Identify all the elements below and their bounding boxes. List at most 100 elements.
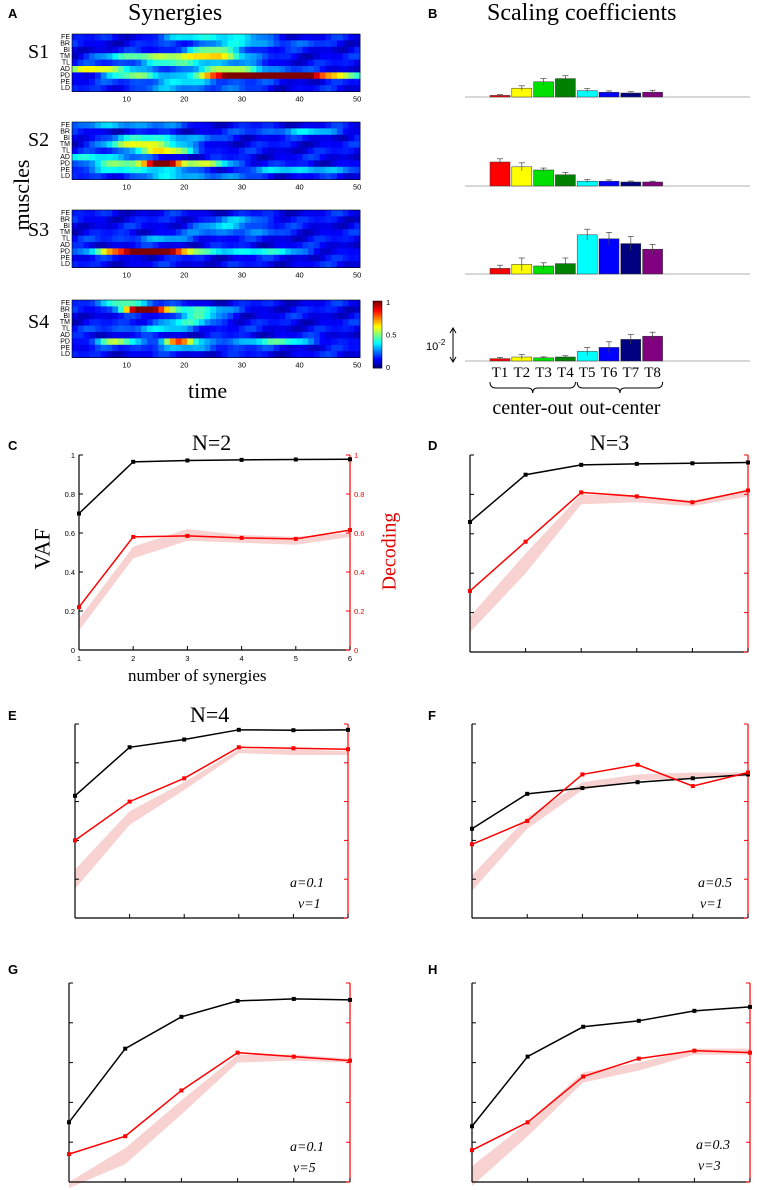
heatmap-cell: [342, 173, 349, 180]
heatmap-cell: [158, 78, 165, 86]
heatmap-cell: [221, 72, 228, 80]
heatmap-cell: [100, 216, 107, 224]
heatmap-cell: [216, 173, 223, 180]
heatmap-cell: [89, 222, 96, 230]
heatmap-cell: [313, 160, 321, 168]
heatmap-cell: [204, 325, 211, 333]
heatmap-cell: [296, 66, 303, 73]
heatmap-cell: [239, 332, 246, 339]
heatmap-cell: [233, 66, 240, 73]
heatmap-cell: [233, 78, 240, 86]
heatmap-cell: [89, 40, 96, 48]
heatmap-cell: [262, 34, 269, 41]
heatmap-cell: [83, 147, 90, 155]
heatmap-cell: [123, 338, 130, 346]
heatmap-cell: [279, 210, 286, 217]
heatmap-cell: [302, 122, 309, 129]
heatmap-cell: [290, 332, 298, 339]
vaf-point: [179, 1014, 184, 1019]
heatmap-cell: [192, 147, 200, 155]
heatmap-cell: [175, 319, 182, 326]
x-tick-label: 40: [295, 183, 303, 192]
heatmap-cell: [336, 235, 344, 243]
heatmap-cell: [146, 248, 154, 256]
heatmap-cell: [348, 216, 355, 224]
colorbar-segment: [373, 334, 382, 337]
heatmap-cell: [296, 254, 303, 262]
heatmap-cell: [319, 147, 326, 155]
heatmap-cell: [336, 300, 344, 307]
heatmap-cell: [331, 166, 338, 174]
muscle-label: AD: [60, 332, 70, 339]
heatmap-cell: [233, 59, 240, 67]
panel-label-b: B: [428, 6, 438, 21]
heatmap-cell: [175, 166, 182, 174]
heatmap-cell: [302, 147, 309, 155]
heatmap-cell: [181, 300, 188, 307]
heatmap-cell: [192, 300, 200, 307]
heatmap-cell: [239, 85, 246, 92]
heatmap-cell: [210, 66, 217, 73]
heatmap-cell: [192, 351, 200, 358]
heatmap-cell: [106, 59, 113, 67]
heatmap-cell: [273, 306, 280, 314]
vaf-point: [580, 786, 585, 791]
heatmap-cell: [123, 235, 130, 243]
heatmap-cell: [112, 325, 119, 333]
heatmap-cell: [112, 248, 119, 256]
heatmap-cell: [112, 319, 119, 326]
heatmap-cell: [192, 312, 200, 320]
heatmap-cell: [152, 134, 159, 142]
heatmap-cell: [279, 53, 286, 60]
heatmap-cell: [285, 173, 292, 180]
heatmap-cell: [129, 300, 136, 307]
heatmap-cell: [239, 78, 246, 86]
heatmap-cell: [204, 72, 211, 80]
heatmap-cell: [210, 210, 217, 217]
heatmap-cell: [336, 222, 344, 230]
heatmap-cell: [210, 40, 217, 48]
heatmap-cell: [285, 53, 292, 60]
heatmap-cell: [342, 338, 349, 346]
decoding-point: [636, 1056, 641, 1061]
heatmap-cell: [325, 248, 332, 256]
heatmap-cell: [273, 122, 280, 129]
y-tick-label-left: 1: [71, 451, 75, 460]
heatmap-cell: [250, 166, 257, 174]
heatmap-cell: [123, 85, 130, 92]
heatmap-cell: [227, 222, 234, 230]
vaf-point: [235, 998, 240, 1003]
heatmap-cell: [187, 344, 194, 352]
heatmap-cell: [239, 242, 246, 249]
heatmap-cell: [267, 235, 274, 243]
heatmap-cell: [175, 242, 182, 249]
heatmap-cell: [296, 312, 303, 320]
panel-label-g: G: [8, 962, 19, 977]
heatmap-cell: [262, 40, 269, 48]
heatmap-cell: [129, 134, 136, 142]
heatmap-cell: [216, 210, 223, 217]
heatmap-cell: [348, 325, 355, 333]
heatmap-cell: [290, 254, 298, 262]
heatmap-cell: [106, 154, 113, 161]
heatmap-cell: [342, 46, 349, 54]
heatmap-cell: [221, 242, 228, 249]
heatmap-cell: [164, 306, 171, 314]
heatmap-cell: [279, 300, 286, 307]
heatmap-cell: [77, 229, 84, 236]
heatmap-cell: [192, 154, 200, 161]
decoding-point: [580, 772, 585, 777]
heatmap-cell: [348, 312, 355, 320]
heatmap-cell: [181, 306, 188, 314]
heatmap-cell: [106, 40, 113, 48]
heatmap-cell: [158, 319, 165, 326]
heatmap-cell: [331, 216, 338, 224]
heatmap-cell: [273, 85, 280, 92]
heatmap-cell: [262, 66, 269, 73]
heatmap-cell: [227, 40, 234, 48]
heatmap-cell: [210, 53, 217, 60]
heatmap-cell: [319, 319, 326, 326]
heatmap-cell: [279, 235, 286, 243]
heatmap-cell: [135, 53, 142, 60]
heatmap-cell: [354, 85, 361, 92]
